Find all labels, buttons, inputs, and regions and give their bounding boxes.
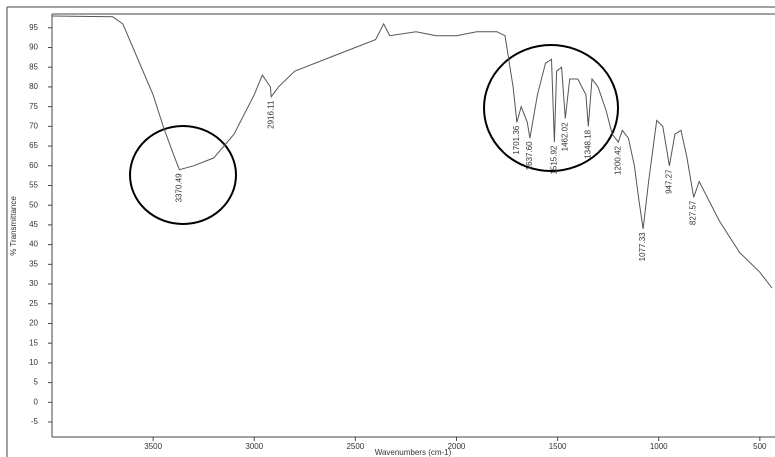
x-tick-label: 3000 — [245, 442, 263, 451]
peak-label: 2916.11 — [266, 100, 275, 129]
peak-label: 1077.33 — [638, 232, 647, 261]
peak-label: 1348.18 — [583, 129, 592, 158]
peak-label: 1200.42 — [613, 145, 622, 174]
y-tick-label: 35 — [29, 259, 38, 268]
y-tick-label: 20 — [29, 319, 38, 328]
highlight-ellipse — [129, 125, 237, 225]
y-tick-label: 70 — [29, 121, 38, 130]
peak-label: 1515.92 — [549, 145, 558, 174]
y-tick-label: 85 — [29, 62, 38, 71]
peak-label: 827.57 — [689, 200, 698, 225]
y-tick-label: 55 — [29, 181, 38, 190]
y-tick-label: 5 — [34, 378, 39, 387]
y-tick-label: 45 — [29, 220, 38, 229]
highlight-ellipse — [483, 44, 619, 172]
y-tick-label: 25 — [29, 299, 38, 308]
y-tick-label: 0 — [34, 397, 39, 406]
y-tick-label: 60 — [29, 161, 38, 170]
x-tick-label: 1500 — [549, 442, 567, 451]
y-tick-label: 95 — [29, 23, 38, 32]
y-tick-label: 90 — [29, 43, 38, 52]
peak-label: 3370.49 — [174, 173, 183, 202]
peak-label: 1462.02 — [560, 122, 569, 151]
x-tick-label: 1000 — [650, 442, 668, 451]
y-tick-label: -5 — [31, 417, 39, 426]
y-axis-label: % Transmittance — [9, 196, 18, 256]
x-tick-label: 3500 — [144, 442, 162, 451]
x-tick-label: 2500 — [346, 442, 364, 451]
x-tick-label: 2000 — [448, 442, 466, 451]
spectrum-line — [51, 15, 773, 289]
y-tick-label: 40 — [29, 240, 38, 249]
y-tick-label: 50 — [29, 200, 38, 209]
peak-label: 1637.60 — [525, 141, 534, 170]
y-tick-label: 65 — [29, 141, 38, 150]
peak-label: 947.27 — [664, 169, 673, 194]
y-tick-label: 10 — [29, 358, 38, 367]
peak-label: 1701.36 — [512, 125, 521, 154]
y-tick-label: 15 — [29, 338, 38, 347]
y-tick-label: 80 — [29, 82, 38, 91]
x-tick-label: 500 — [753, 442, 767, 451]
x-axis-label: Wavenumbers (cm-1) — [375, 448, 452, 457]
y-tick-label: 75 — [29, 102, 38, 111]
y-tick-label: 30 — [29, 279, 38, 288]
